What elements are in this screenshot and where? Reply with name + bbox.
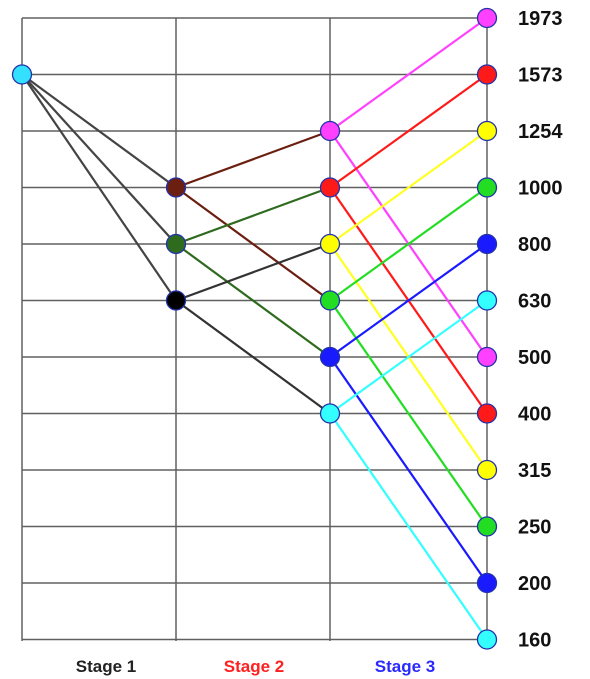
output-speed-node [476, 459, 498, 481]
output-speed-node [476, 177, 498, 198]
output-speed-node [476, 233, 498, 255]
speed-connection-line [329, 130, 488, 245]
speed-nodes [11, 7, 498, 650]
speed-connection-line [175, 243, 331, 358]
stage-2-node [319, 290, 341, 311]
speed-connection-line [329, 17, 488, 132]
output-speed-node [476, 572, 498, 594]
speed-label-800: 800 [518, 234, 551, 256]
speed-label-1000: 1000 [518, 178, 563, 200]
grid [21, 17, 488, 641]
speed-connection-line [21, 73, 177, 245]
stage-3-label: Stage 3 [375, 657, 435, 676]
stage-2-node [319, 403, 341, 424]
stage-2-node [319, 120, 341, 142]
stage-1-label: Stage 1 [76, 657, 136, 676]
speed-label-200: 200 [518, 573, 551, 595]
output-speed-node [476, 346, 498, 368]
output-speed-node [476, 64, 498, 85]
stage-2-node [319, 346, 341, 368]
speed-connection-line [21, 73, 177, 302]
output-speed-node [476, 629, 498, 650]
connection-lines [21, 17, 488, 641]
speed-label-315: 315 [518, 460, 551, 482]
stage-2-label: Stage 2 [224, 657, 284, 676]
speed-connection-line [175, 129, 331, 189]
speed-connection-line [329, 299, 488, 415]
speed-connection-line [175, 186, 331, 246]
speed-label-400: 400 [518, 404, 551, 426]
stage-1-node [165, 290, 187, 311]
output-speed-node [476, 120, 498, 142]
speed-label-250: 250 [518, 517, 551, 539]
speed-connection-line [21, 73, 177, 189]
output-speed-node [476, 516, 498, 537]
speed-label-1254: 1254 [518, 121, 563, 143]
speed-connection-line [175, 299, 331, 415]
speed-connection-line [329, 186, 488, 302]
speed-connection-line [175, 242, 331, 302]
output-speed-node [476, 403, 498, 424]
speed-connection-line [329, 73, 488, 189]
speed-label-160: 160 [518, 630, 551, 652]
speed-connection-line [175, 186, 331, 302]
output-speed-node [476, 290, 498, 311]
input-speed-node [11, 64, 33, 85]
speed-label-500: 500 [518, 347, 551, 369]
speed-label-1573: 1573 [518, 65, 563, 87]
speed-label-630: 630 [518, 291, 551, 313]
speed-connection-line [329, 243, 488, 358]
stage-2-node [319, 233, 341, 255]
output-speed-node [476, 7, 498, 29]
stage-2-node [319, 177, 341, 198]
stage-1-node [165, 233, 187, 255]
stage-labels: Stage 1 Stage 2 Stage 3 [76, 657, 435, 676]
speed-connection-line [329, 412, 488, 641]
stage-1-node [165, 177, 187, 198]
speed-label-1973: 1973 [518, 8, 563, 30]
speed-labels: 1973 1573 1254 1000 800 630 500 400 315 … [518, 8, 563, 652]
